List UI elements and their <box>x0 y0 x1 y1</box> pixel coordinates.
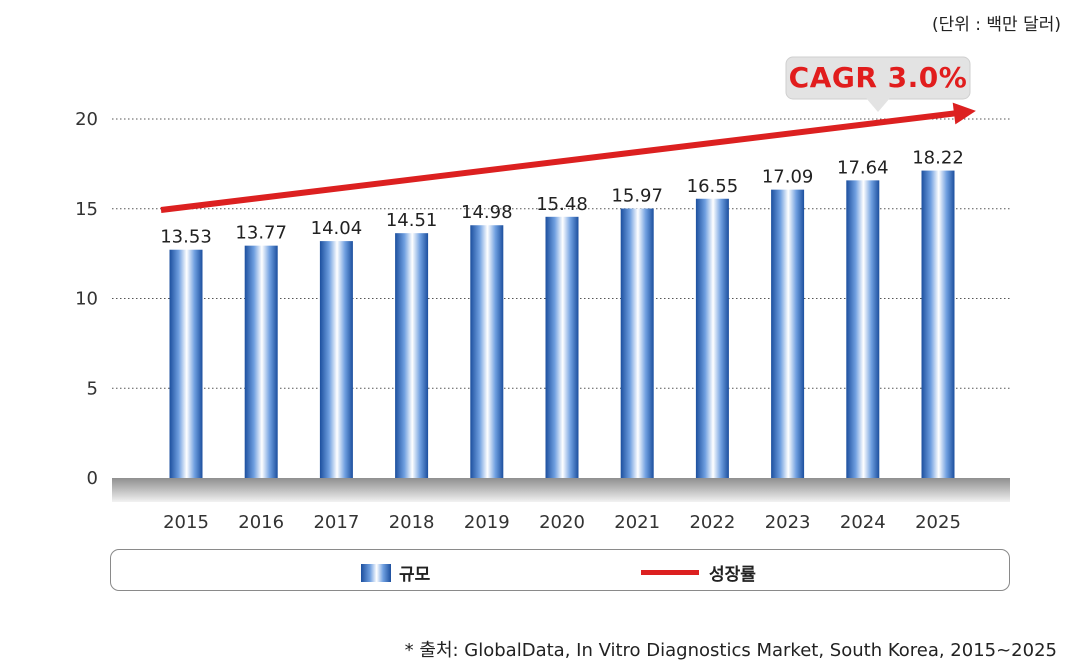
legend-line-label: 성장률 <box>709 565 756 585</box>
cagr-label: CAGR 3.0% <box>788 61 968 94</box>
bar <box>545 216 579 478</box>
legend-bar-swatch <box>361 563 391 582</box>
bar <box>846 180 880 478</box>
data-label: 15.97 <box>611 186 663 207</box>
x-tick-label: 2019 <box>464 512 510 533</box>
bar <box>395 233 429 478</box>
y-tick-label: 5 <box>87 378 98 399</box>
legend: 규모 성장률 <box>110 549 1010 591</box>
x-tick-label: 2025 <box>915 512 961 533</box>
y-tick-label: 0 <box>87 468 98 489</box>
legend-item-line: 성장률 <box>641 560 756 585</box>
bar <box>620 208 654 478</box>
data-label: 15.48 <box>536 194 588 215</box>
bar <box>244 245 278 478</box>
legend-item-bar: 규모 <box>361 560 430 585</box>
x-tick-label: 2015 <box>163 512 209 533</box>
trend-arrow-head <box>952 102 976 125</box>
x-tick-label: 2024 <box>840 512 886 533</box>
data-label: 16.55 <box>687 176 739 197</box>
data-label: 14.04 <box>311 218 363 239</box>
data-label: 14.51 <box>386 210 438 231</box>
bar <box>319 241 353 478</box>
bar <box>921 170 955 478</box>
data-label: 17.64 <box>837 157 889 178</box>
x-tick-label: 2017 <box>313 512 359 533</box>
trend-arrow-line <box>160 110 959 213</box>
bar <box>169 249 203 478</box>
x-tick-label: 2023 <box>765 512 811 533</box>
data-label: 18.22 <box>912 148 964 169</box>
x-tick-label: 2020 <box>539 512 585 533</box>
bar <box>695 198 729 479</box>
source-note: * 출처: GlobalData, In Vitro Diagnostics M… <box>404 640 1057 661</box>
data-label: 14.98 <box>461 202 513 223</box>
x-tick-label: 2016 <box>238 512 284 533</box>
legend-bar-label: 규모 <box>399 565 431 585</box>
x-tick-label: 2021 <box>614 512 660 533</box>
data-label: 13.53 <box>160 227 212 248</box>
bar <box>771 189 805 478</box>
unit-label: (단위 : 백만 달러) <box>931 15 1061 35</box>
chart-floor <box>112 478 1010 502</box>
y-tick-label: 15 <box>75 199 98 220</box>
bar-chart: 0 5 10 15 20 13.53 13.77 14.04 14.51 14.98 15.48 1… <box>75 56 1010 533</box>
data-label: 17.09 <box>762 167 814 188</box>
bar <box>470 225 504 478</box>
x-tick-label: 2018 <box>389 512 435 533</box>
data-label: 13.77 <box>235 223 287 244</box>
cagr-callout <box>785 56 971 112</box>
x-tick-label: 2022 <box>689 512 735 533</box>
y-tick-label: 20 <box>75 109 98 130</box>
y-tick-label: 10 <box>75 289 98 310</box>
legend-line-swatch <box>641 570 699 575</box>
